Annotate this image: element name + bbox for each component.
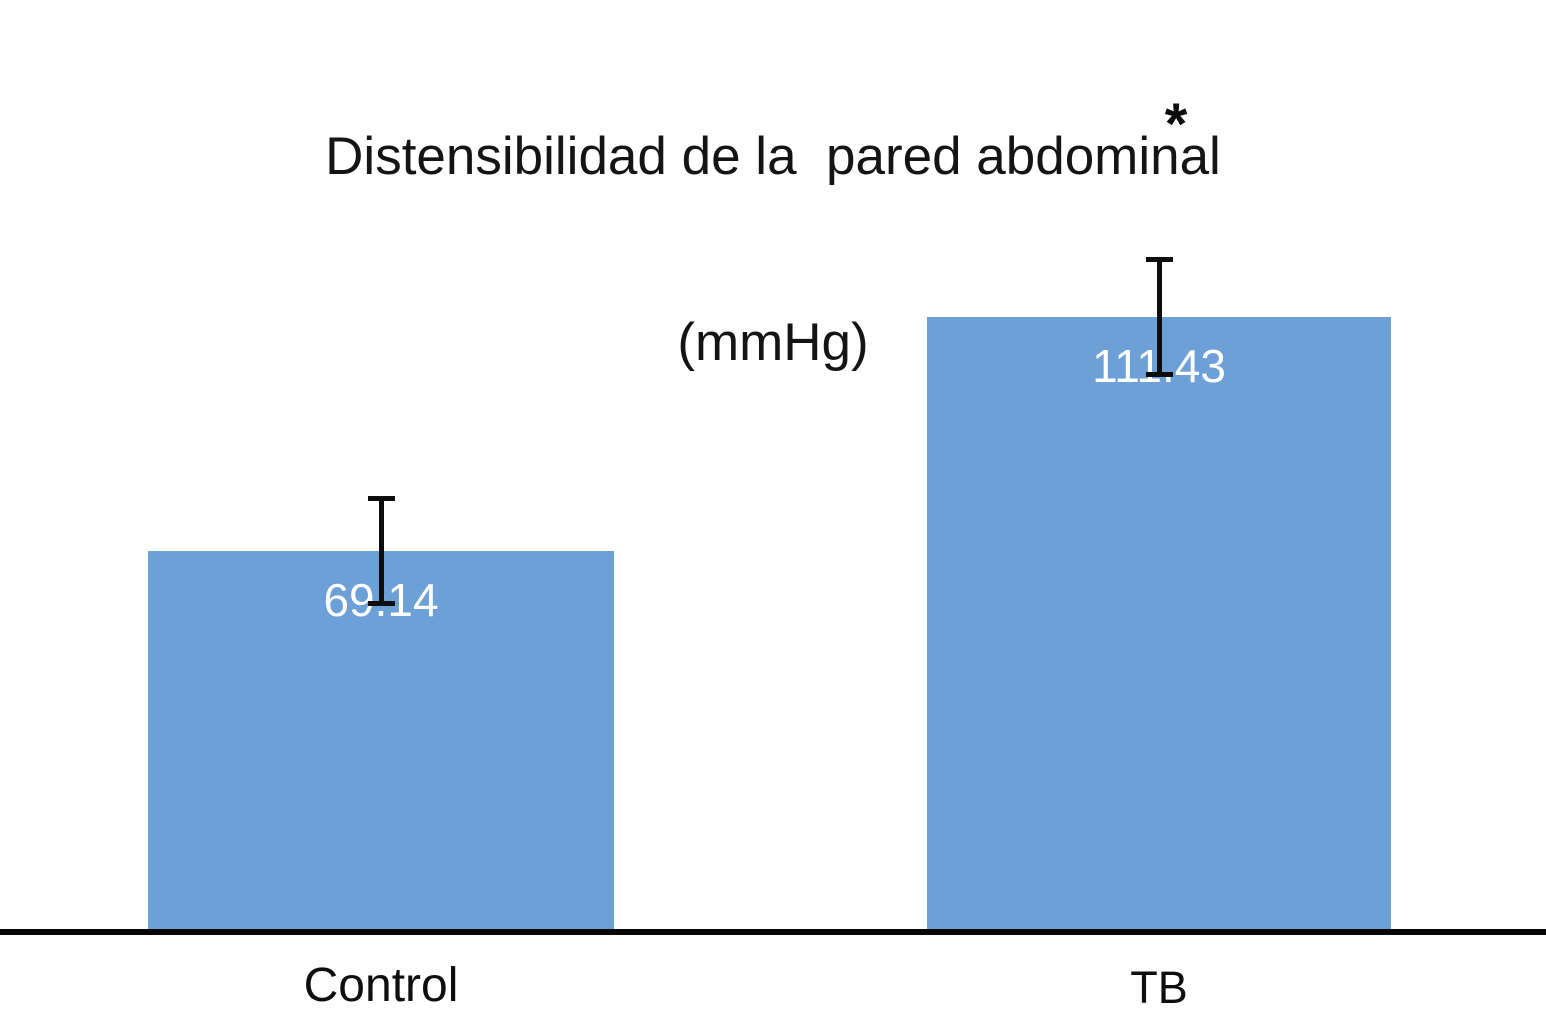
bar-control: 69.14 [148,551,614,933]
x-axis-label-tb: TB [1130,962,1188,1013]
error-bar-control [368,496,395,606]
error-bar-bottom-cap [368,601,395,606]
chart-title-line1: Distensibilidad de la pared abdominal [325,127,1221,186]
error-bar-bottom-cap [1146,372,1173,377]
chart-title: Distensibilidad de la pared abdominal (m… [0,2,1546,498]
chart-title-line2: (mmHg) [677,313,869,372]
error-bar-stem [1157,257,1162,377]
error-bar-stem [379,496,384,606]
significance-asterisk: * [1164,92,1188,157]
x-axis-label-control: Control [303,959,459,1012]
bar-tb: 111.43 [927,317,1391,933]
error-bar-tb [1146,257,1173,377]
x-axis-line [0,929,1546,935]
